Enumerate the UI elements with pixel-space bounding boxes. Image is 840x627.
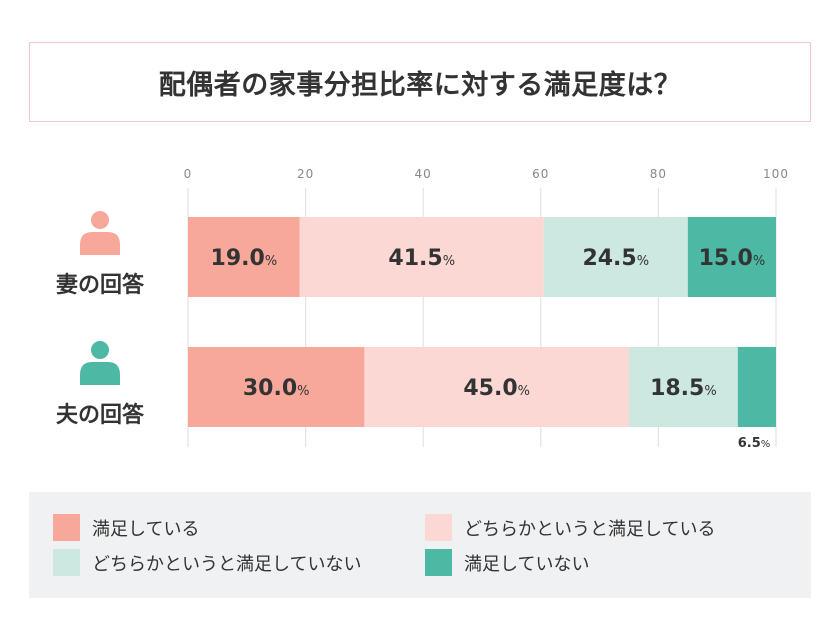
data-label-unit: % — [753, 254, 765, 269]
title-box: 配偶者の家事分担比率に対する満足度は？ — [29, 42, 811, 122]
legend-swatch — [425, 514, 452, 541]
bar-segment-somewhat-satisfied — [299, 217, 544, 297]
legend-item-somewhat-satisfied: どちらかというと満足している — [425, 514, 715, 541]
category-label: 妻の回答 — [56, 272, 145, 298]
data-label-unit: % — [704, 384, 716, 399]
data-label: 24.5% — [582, 246, 649, 271]
data-label-value: 6.5 — [738, 436, 761, 451]
legend-label: どちらかというと満足している — [464, 518, 716, 540]
x-tick-label: 80 — [650, 167, 667, 181]
x-tick-label: 100 — [763, 167, 789, 181]
legend-item-unsatisfied: 満足していない — [425, 549, 589, 576]
data-label: 15.0% — [699, 246, 766, 271]
data-label-value: 24.5 — [582, 246, 636, 271]
data-label-value: 18.5 — [650, 376, 704, 401]
legend-swatch — [425, 549, 452, 576]
bar-segment-satisfied — [188, 217, 300, 297]
data-label-unit: % — [297, 384, 309, 399]
data-label: 18.5% — [650, 376, 717, 401]
legend-swatch — [53, 514, 80, 541]
bar-segment-somewhat-unsatisfied — [629, 347, 738, 427]
data-label-unit: % — [761, 439, 771, 450]
data-label-unit: % — [637, 254, 649, 269]
x-tick-label: 60 — [532, 167, 549, 181]
legend-label: 満足していない — [464, 553, 590, 575]
bar-segment-somewhat-unsatisfied — [543, 217, 688, 297]
data-label-value: 19.0 — [211, 246, 265, 271]
legend-swatch — [53, 549, 80, 576]
data-label-unit: % — [518, 384, 530, 399]
bar-segment-somewhat-satisfied — [364, 347, 629, 427]
data-label-value: 30.0 — [243, 376, 297, 401]
legend: 満足している どちらかというと満足している どちらかというと満足していない 満足… — [29, 492, 811, 598]
data-label: 45.0% — [463, 376, 530, 401]
legend-label: どちらかというと満足していない — [92, 553, 362, 575]
data-label-value: 15.0 — [699, 246, 753, 271]
legend-label: 満足している — [92, 518, 200, 540]
data-label-unit: % — [443, 254, 455, 269]
data-label: 41.5% — [388, 246, 455, 271]
data-label: 6.5% — [738, 436, 771, 451]
x-tick-label: 20 — [297, 167, 314, 181]
category-label: 夫の回答 — [56, 402, 145, 428]
legend-item-satisfied: 満足している — [53, 514, 199, 541]
bar-segment-unsatisfied — [687, 217, 776, 297]
data-label-unit: % — [265, 254, 277, 269]
person-icon — [80, 211, 120, 255]
legend-item-somewhat-unsatisfied: どちらかというと満足していない — [53, 549, 361, 576]
chart-title: 配偶者の家事分担比率に対する満足度は？ — [158, 69, 682, 101]
person-icon — [80, 341, 120, 385]
bar-segment-unsatisfied — [737, 347, 776, 427]
data-label: 19.0% — [211, 246, 278, 271]
data-label-value: 41.5 — [388, 246, 442, 271]
data-label-value: 45.0 — [463, 376, 517, 401]
x-tick-label: 0 — [184, 167, 193, 181]
x-tick-label: 40 — [415, 167, 432, 181]
bar-segment-satisfied — [188, 347, 365, 427]
data-label: 30.0% — [243, 376, 310, 401]
